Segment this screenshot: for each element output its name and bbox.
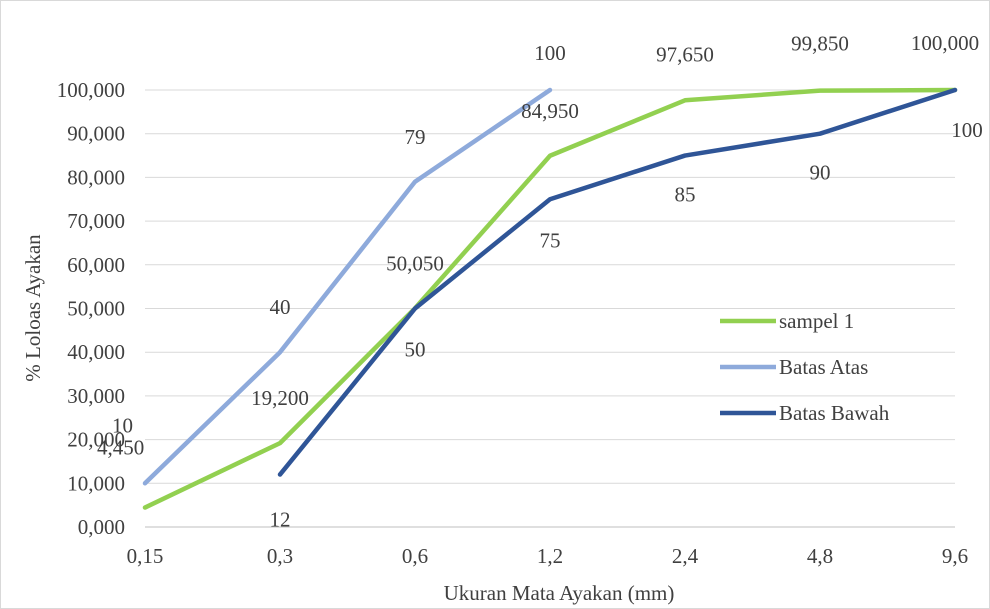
data-label: 99,850: [791, 32, 849, 56]
x-tick-label: 0,15: [127, 544, 164, 568]
y-tick-label: 50,000: [67, 297, 125, 321]
data-label: 4,450: [97, 436, 144, 460]
legend-label: sampel 1: [779, 309, 854, 333]
data-label: 12: [270, 508, 291, 532]
data-label: 100: [951, 118, 983, 142]
y-tick-label: 10,000: [67, 471, 125, 495]
y-tick-label: 80,000: [67, 165, 125, 189]
data-label: 100,000: [911, 31, 979, 55]
series-lines: [142, 87, 958, 510]
gridlines: [145, 89, 955, 528]
data-label: 100: [534, 41, 566, 65]
y-tick-label: 20,000: [67, 428, 125, 452]
series-line-batas-atas: [142, 87, 553, 486]
x-tick-label: 0,6: [402, 544, 428, 568]
x-tick-label: 4,8: [807, 544, 833, 568]
y-tick-label: 90,000: [67, 122, 125, 146]
y-tick-label: 40,000: [67, 340, 125, 364]
data-label: 50: [405, 338, 426, 362]
data-label: 50,050: [386, 251, 444, 275]
legend-label: Batas Atas: [779, 355, 868, 379]
data-label: 97,650: [656, 42, 714, 66]
data-label: 84,950: [521, 99, 579, 123]
y-tick-label: 100,000: [57, 78, 125, 102]
y-tick-label: 0,000: [78, 515, 125, 539]
x-axis-title: Ukuran Mata Ayakan (mm): [444, 581, 675, 605]
y-tick-label: 70,000: [67, 209, 125, 233]
y-axis-title: % Loloas Ayakan: [21, 234, 45, 382]
y-tick-label: 30,000: [67, 384, 125, 408]
series-line-batas-bawah: [277, 87, 958, 477]
x-tick-label: 2,4: [672, 544, 699, 568]
y-axis-ticks: 0,000 10,000 20,000 30,000 40,000 50,000 60,00…: [57, 78, 125, 539]
data-label: 19,200: [251, 386, 309, 410]
data-label: 90: [810, 161, 831, 185]
series-line-sampel-1: [142, 87, 958, 510]
data-label: 85: [675, 183, 696, 207]
data-labels: 4,450 19,200 50,050 84,950 97,650 99,850 100,0…: [97, 31, 983, 532]
legend-label: Batas Bawah: [779, 401, 890, 425]
x-axis-ticks: 0,15 0,3 0,6 1,2 2,4 4,8 9,6: [127, 544, 969, 568]
data-label: 10: [112, 413, 133, 437]
x-tick-label: 1,2: [537, 544, 563, 568]
legend: sampel 1 Batas Atas Batas Bawah: [720, 309, 890, 425]
x-tick-label: 9,6: [942, 544, 968, 568]
data-label: 75: [540, 228, 561, 252]
x-tick-label: 0,3: [267, 544, 293, 568]
data-label: 40: [270, 295, 291, 319]
data-label: 79: [405, 125, 426, 149]
y-tick-label: 60,000: [67, 253, 125, 277]
